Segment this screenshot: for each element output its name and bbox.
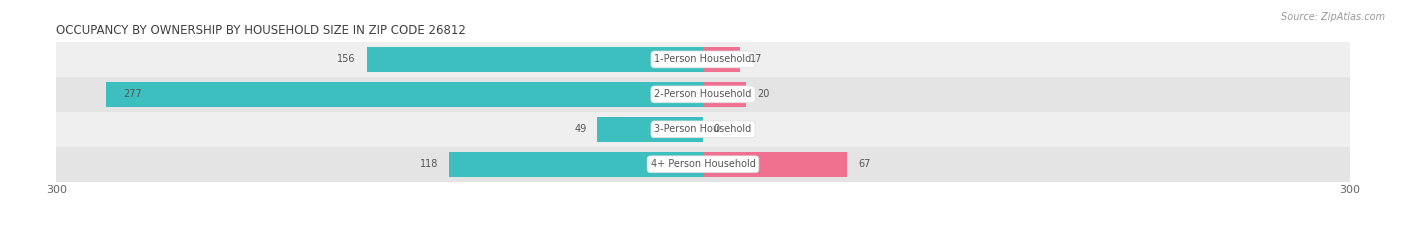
- Text: 4+ Person Household: 4+ Person Household: [651, 159, 755, 169]
- Text: 49: 49: [574, 124, 586, 134]
- Bar: [56, 112, 1350, 147]
- Text: 17: 17: [751, 55, 763, 64]
- Text: 1-Person Household: 1-Person Household: [654, 55, 752, 64]
- Text: 20: 20: [756, 89, 769, 99]
- Bar: [449, 152, 703, 177]
- Bar: [56, 147, 1350, 182]
- Text: 2-Person Household: 2-Person Household: [654, 89, 752, 99]
- Text: OCCUPANCY BY OWNERSHIP BY HOUSEHOLD SIZE IN ZIP CODE 26812: OCCUPANCY BY OWNERSHIP BY HOUSEHOLD SIZE…: [56, 24, 467, 37]
- Text: 118: 118: [419, 159, 437, 169]
- Text: 67: 67: [858, 159, 870, 169]
- Bar: [105, 82, 703, 107]
- Bar: [703, 47, 740, 72]
- Text: 0: 0: [714, 124, 720, 134]
- Bar: [598, 117, 703, 142]
- Bar: [56, 77, 1350, 112]
- Bar: [367, 47, 703, 72]
- Bar: [703, 152, 848, 177]
- Bar: [703, 82, 747, 107]
- Text: 277: 277: [124, 89, 142, 99]
- Text: 3-Person Household: 3-Person Household: [654, 124, 752, 134]
- Text: 156: 156: [337, 55, 356, 64]
- Text: Source: ZipAtlas.com: Source: ZipAtlas.com: [1281, 12, 1385, 22]
- Bar: [56, 42, 1350, 77]
